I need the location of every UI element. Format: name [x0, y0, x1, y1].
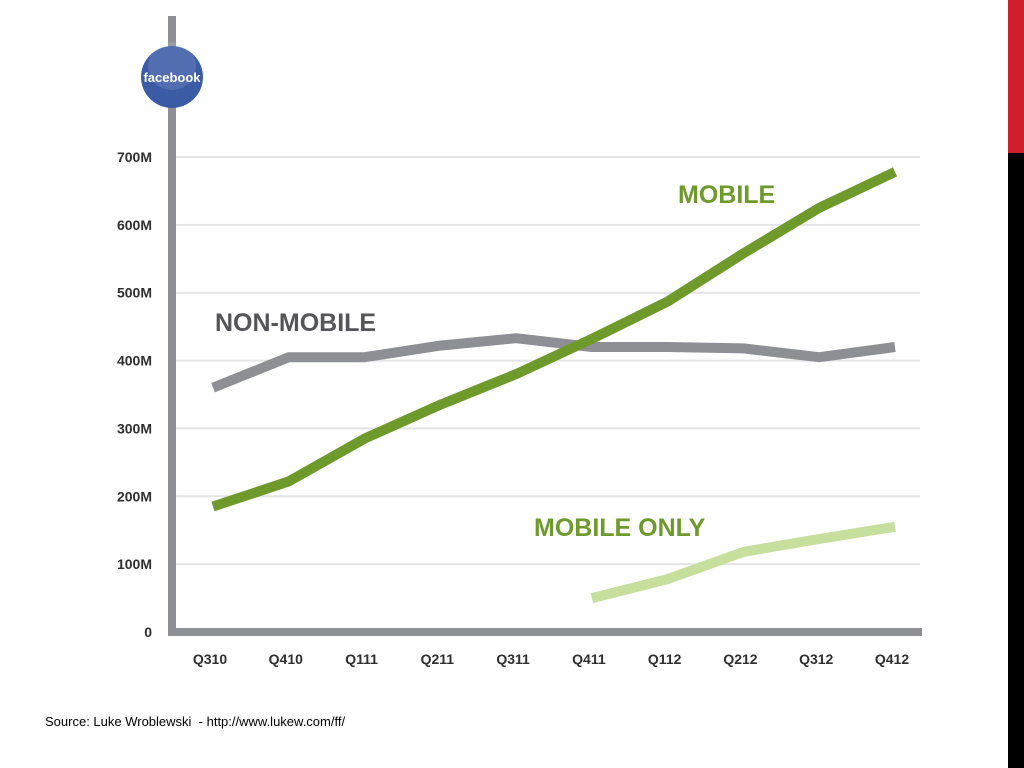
x-tick-label: Q111	[345, 651, 378, 667]
x-tick-label: Q211	[421, 651, 455, 667]
y-tick-label: 0	[144, 624, 152, 640]
y-tick-label: 500M	[117, 285, 152, 301]
series-line-mobile	[211, 167, 898, 512]
logo-highlight	[148, 42, 196, 90]
y-tick-label: 600M	[117, 217, 152, 233]
x-tick-label: Q212	[723, 651, 757, 667]
x-tick-label: Q411	[572, 651, 606, 667]
source-citation: Source: Luke Wroblewski - http://www.luk…	[45, 714, 346, 729]
series-line-mobile-only	[590, 521, 896, 603]
series-label-mobile: MOBILE	[678, 181, 775, 209]
series-label-mobile-only: MOBILE ONLY	[534, 514, 706, 542]
x-tick-label: Q410	[269, 651, 303, 667]
y-tick-label: 400M	[117, 353, 152, 369]
y-tick-label: 100M	[117, 556, 152, 572]
series-lines	[211, 167, 898, 603]
accent-bar-red	[1008, 0, 1024, 153]
y-tick-labels: 0 100M 200M 300M 400M 500M 600M 700M	[117, 149, 152, 640]
axes	[168, 16, 922, 636]
x-tick-label: Q310	[193, 651, 227, 667]
series-line-non-mobile	[211, 333, 896, 393]
x-tick-label: Q312	[799, 651, 833, 667]
series-label-non-mobile: NON-MOBILE	[215, 309, 376, 337]
facebook-logo: facebook	[141, 42, 203, 108]
x-tick-labels: Q310 Q410 Q111 Q211 Q311 Q411 Q112 Q212 Q312 Q412	[193, 651, 909, 667]
y-tick-label: 200M	[117, 488, 152, 504]
series-labels: NON-MOBILE MOBILE MOBILE ONLY	[215, 181, 775, 542]
x-tick-label: Q112	[648, 651, 682, 667]
accent-bar-black	[1008, 153, 1024, 768]
facebook-logo-badge	[141, 46, 203, 108]
y-tick-label: 300M	[117, 420, 152, 436]
x-tick-label: Q311	[496, 651, 530, 667]
facebook-logo-text: facebook	[143, 70, 201, 85]
line-chart: 0 100M 200M 300M 400M 500M 600M 700M Q310 Q410 Q1…	[117, 16, 922, 667]
y-tick-label: 700M	[117, 149, 152, 165]
x-tick-label: Q412	[875, 651, 909, 667]
